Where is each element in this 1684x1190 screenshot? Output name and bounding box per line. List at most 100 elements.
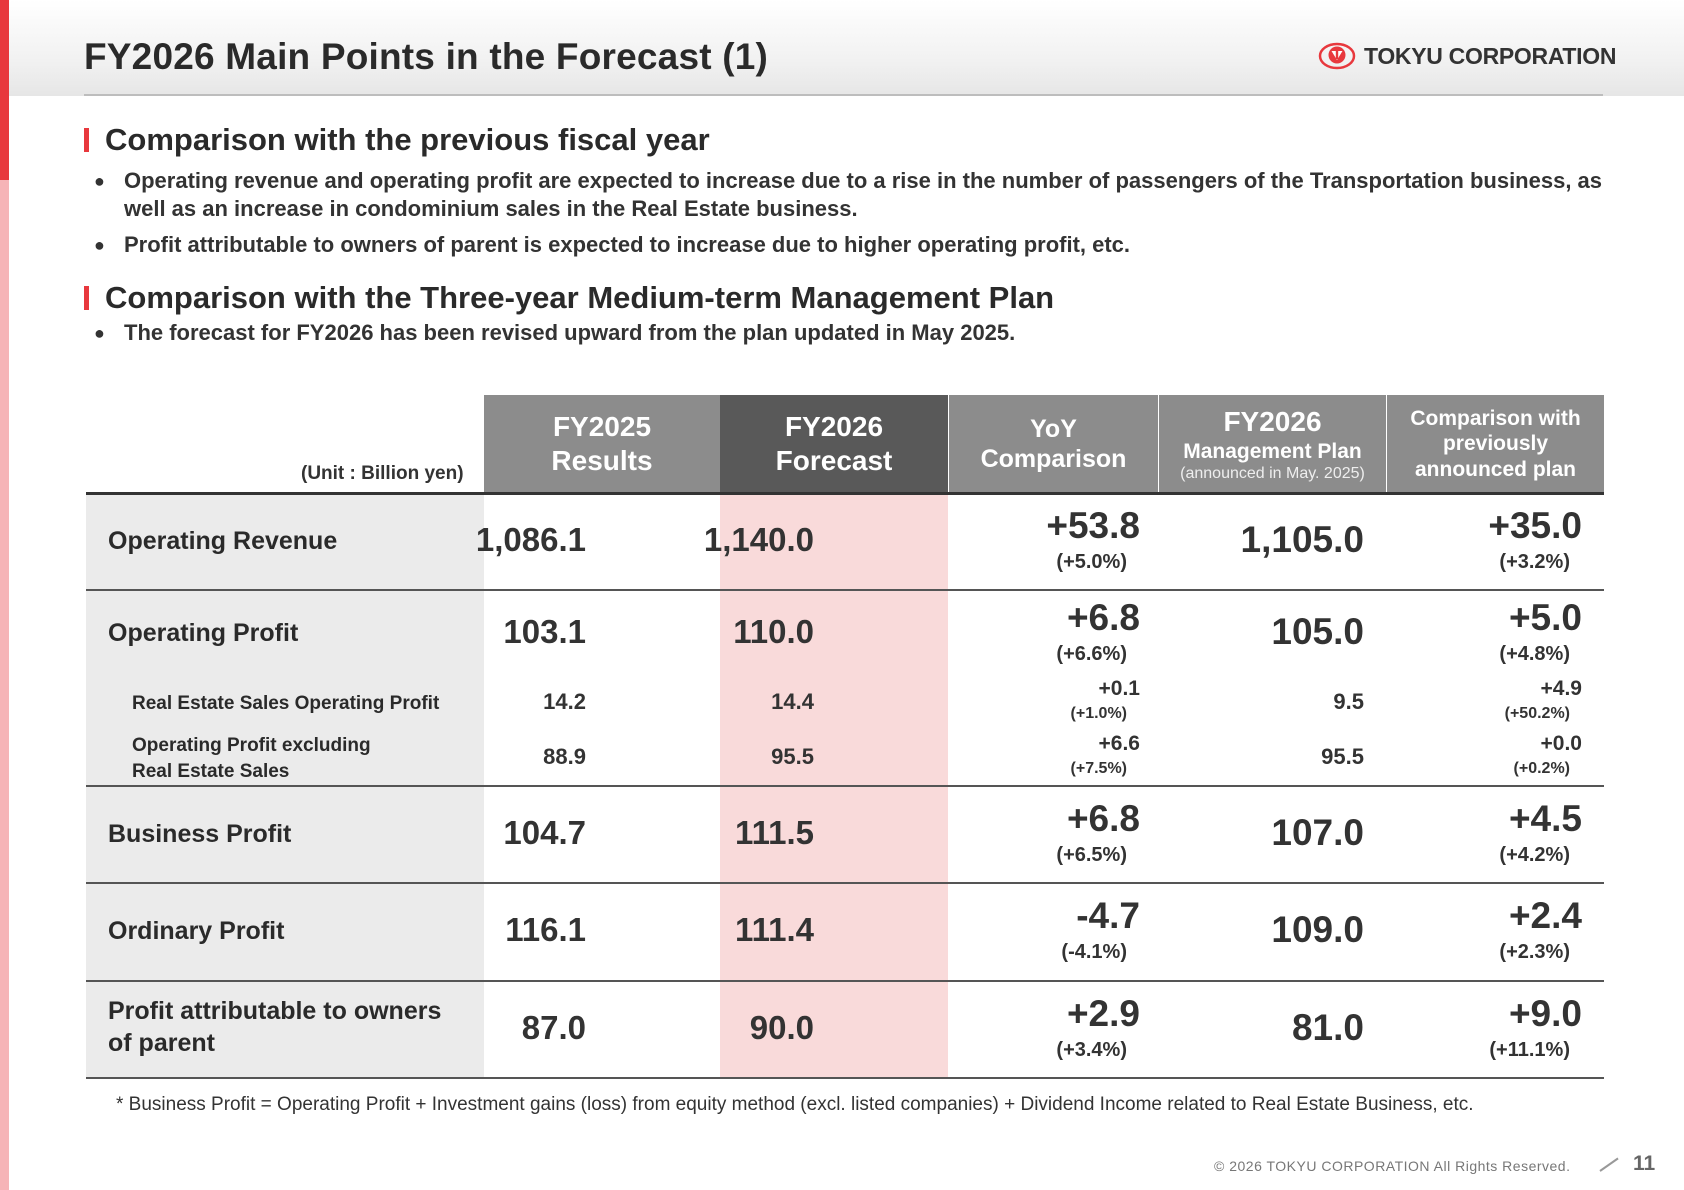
bullet-dot-icon: ●	[94, 171, 105, 191]
column-header-line: Management Plan	[1183, 439, 1362, 463]
company-logo: TOKYU CORPORATION	[1318, 38, 1616, 74]
page-title: FY2026 Main Points in the Forecast (1)	[84, 36, 769, 77]
column-header-fy2026-forecast: FY2026 Forecast	[720, 395, 948, 493]
cell-comparison: +9.0	[1508, 993, 1582, 1034]
row-divider	[86, 589, 1604, 591]
row-divider	[86, 882, 1604, 884]
bullet-item: ● Profit attributable to owners of paren…	[94, 231, 1634, 259]
accent-bar-bottom	[0, 180, 9, 1190]
cell-plan: 105.0	[1271, 611, 1364, 652]
cell-fy2026: 110.0	[733, 613, 814, 650]
cell-comparison: +35.0	[1488, 505, 1582, 546]
column-header-line: FY2026	[1223, 406, 1322, 438]
column-header-line: Comparison with	[1410, 407, 1581, 431]
section-marker	[84, 286, 89, 310]
column-header-line: Results	[551, 445, 653, 476]
cell-plan: 109.0	[1271, 909, 1364, 950]
cell-comparison: +4.9	[1540, 677, 1582, 700]
section-marker	[84, 128, 89, 152]
row-label-line: Operating Profit excluding	[132, 735, 371, 756]
cell-yoy: +53.8	[1046, 505, 1140, 546]
cell-yoy-pct: (+7.5%)	[1070, 760, 1127, 777]
section-heading-previous-year: Comparison with the previous fiscal year	[84, 122, 710, 158]
cell-comparison-pct: (+3.2%)	[1499, 551, 1570, 573]
column-header-line: (announced in May. 2025)	[1180, 464, 1365, 482]
cell-comparison: +5.0	[1508, 597, 1582, 638]
cell-yoy: +6.8	[1066, 597, 1140, 638]
cell-fy2026: 111.5	[735, 814, 814, 851]
column-header-comparison: Comparison with previously announced pla…	[1387, 395, 1604, 493]
row-label: Ordinary Profit	[108, 917, 285, 945]
row-label-line: Real Estate Sales	[132, 761, 290, 782]
cell-yoy: +2.9	[1066, 993, 1140, 1034]
section-heading-text: Comparison with the previous fiscal year	[105, 122, 710, 157]
cell-plan: 107.0	[1271, 812, 1364, 853]
row-label: Operating Revenue	[108, 527, 338, 555]
cell-comparison: +4.5	[1508, 798, 1582, 839]
row-divider	[86, 980, 1604, 982]
cell-yoy: -4.7	[1076, 895, 1140, 936]
cell-yoy: +6.6	[1098, 732, 1140, 755]
page-number: 11	[1633, 1152, 1656, 1175]
column-header-line: FY2026	[784, 411, 884, 443]
column-header-management-plan: FY2026 Management Plan (announced in May…	[1159, 395, 1386, 493]
column-header-line: Comparison	[980, 445, 1127, 473]
accent-bar-top	[0, 0, 9, 180]
cell-yoy: +6.8	[1066, 798, 1140, 839]
header-band	[9, 0, 1684, 96]
page-divider-slash	[1599, 1157, 1619, 1172]
cell-plan: 81.0	[1291, 1007, 1364, 1048]
cell-fy2025: 88.9	[543, 744, 586, 769]
cell-comparison-pct: (+2.3%)	[1499, 941, 1570, 963]
unit-label: (Unit : Billion yen)	[301, 463, 464, 484]
row-divider	[86, 785, 1604, 787]
bullet-text: The forecast for FY2026 has been revised…	[124, 320, 1016, 345]
cell-yoy-pct: (+6.5%)	[1056, 844, 1127, 866]
cell-fy2025: 14.2	[543, 689, 586, 714]
cell-yoy-pct: (-4.1%)	[1061, 941, 1127, 963]
table-header-divider	[86, 492, 1604, 495]
cell-comparison: +0.0	[1540, 732, 1582, 755]
bullet-item: ● The forecast for FY2026 has been revis…	[94, 319, 1634, 347]
bullet-dot-icon: ●	[94, 323, 105, 343]
column-header-fy2025: FY2025 Results	[484, 395, 720, 493]
cell-comparison-pct: (+4.8%)	[1499, 643, 1570, 665]
bullet-dot-icon: ●	[94, 235, 105, 255]
cell-fy2025: 103.1	[503, 613, 586, 650]
cell-comparison-pct: (+0.2%)	[1513, 760, 1570, 777]
row-label-line: of parent	[108, 1029, 215, 1057]
cell-plan: 1,105.0	[1240, 519, 1364, 560]
cell-yoy: +0.1	[1098, 677, 1140, 700]
column-header-line: Forecast	[775, 445, 893, 476]
table-bottom-line	[86, 1077, 1604, 1079]
cell-fy2026: 1,140.0	[703, 521, 814, 558]
section-heading-text: Comparison with the Three-year Medium-te…	[105, 280, 1055, 315]
logo-text: TOKYU CORPORATION	[1364, 42, 1617, 69]
bullet-item: ● Operating revenue and operating profit…	[94, 167, 1634, 223]
cell-yoy-pct: (+5.0%)	[1056, 551, 1127, 573]
cell-plan: 95.5	[1321, 744, 1364, 769]
cell-fy2026: 14.4	[771, 689, 814, 714]
cell-fy2026: 95.5	[771, 744, 814, 769]
cell-fy2025: 104.7	[503, 814, 586, 851]
section-heading-medium-term-plan: Comparison with the Three-year Medium-te…	[84, 280, 1054, 316]
bullet-text: Profit attributable to owners of parent …	[124, 232, 1131, 257]
cell-fy2025: 87.0	[521, 1009, 586, 1046]
footnote: * Business Profit = Operating Profit + I…	[116, 1094, 1474, 1115]
row-label: Operating Profit excluding Real Estate S…	[132, 733, 371, 785]
column-header-yoy: YoY Comparison	[949, 395, 1158, 493]
cell-fy2026: 111.4	[735, 911, 814, 948]
forecast-table: (Unit : Billion yen) FY2025 Results FY20…	[86, 395, 1604, 1080]
cell-comparison-pct: (+50.2%)	[1504, 705, 1570, 722]
cell-comparison-pct: (+11.1%)	[1489, 1039, 1570, 1061]
cell-fy2026: 90.0	[749, 1009, 814, 1046]
cell-yoy-pct: (+1.0%)	[1070, 705, 1127, 722]
row-label-line: Profit attributable to owners	[108, 997, 442, 1025]
cell-fy2025: 1,086.1	[475, 521, 586, 558]
row-label: Operating Profit	[108, 619, 299, 647]
cell-yoy-pct: (+3.4%)	[1056, 1039, 1127, 1061]
column-header-line: YoY	[1030, 415, 1077, 443]
cell-plan: 9.5	[1333, 689, 1364, 714]
cell-fy2025: 116.1	[505, 911, 586, 948]
column-header-line: announced plan	[1414, 457, 1576, 481]
